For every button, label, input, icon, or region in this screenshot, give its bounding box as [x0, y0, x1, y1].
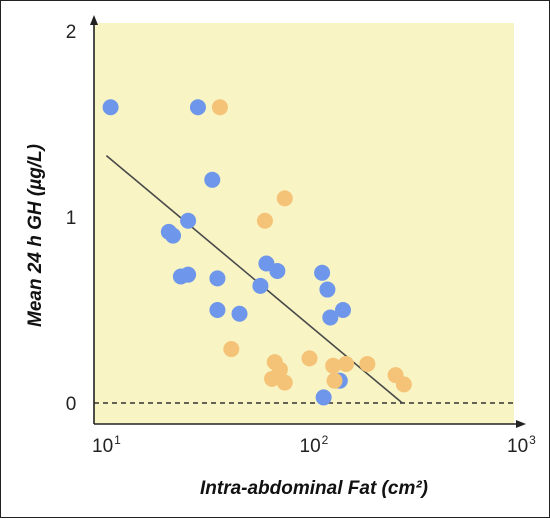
plot-marks — [94, 99, 514, 406]
data-point — [264, 370, 281, 387]
data-point — [209, 270, 226, 287]
data-point — [338, 355, 355, 372]
x-tick-label: 103 — [507, 433, 536, 457]
data-point — [276, 374, 293, 391]
data-point — [180, 212, 197, 229]
data-point — [395, 376, 412, 393]
data-point — [252, 277, 269, 294]
data-point — [301, 350, 318, 367]
y-tick-label: 0 — [66, 394, 77, 415]
data-point — [209, 302, 226, 318]
data-point — [165, 227, 182, 244]
tick-labels: 0 1 2 101 102 103 — [66, 22, 536, 457]
data-point — [276, 190, 293, 207]
data-point — [322, 309, 339, 326]
y-tick-label: 2 — [66, 22, 77, 43]
data-point — [319, 281, 336, 298]
data-point — [314, 264, 331, 281]
data-point — [180, 266, 197, 283]
data-point — [211, 99, 228, 116]
data-point — [315, 389, 332, 406]
series-2 — [211, 99, 412, 393]
y-axis-arrow — [90, 15, 98, 25]
data-point — [102, 99, 119, 116]
y-tick-label: 1 — [66, 208, 77, 229]
data-point — [223, 341, 240, 358]
data-point — [326, 372, 343, 389]
data-point — [204, 171, 221, 188]
series-1 — [102, 99, 351, 406]
x-axis-title: Intra-abdominal Fat (cm²) — [200, 478, 428, 499]
data-point — [359, 355, 376, 372]
x-axis-arrow — [516, 420, 526, 428]
data-point — [256, 212, 273, 229]
y-axis-title: Mean 24 h GH (µg/L) — [25, 144, 46, 327]
x-tick-label: 101 — [92, 433, 121, 457]
data-point — [231, 305, 248, 322]
x-tick-label: 102 — [300, 433, 329, 457]
data-point — [269, 262, 286, 279]
axes — [90, 15, 526, 428]
data-point — [189, 99, 206, 116]
data-point — [334, 302, 351, 318]
data-point — [325, 357, 342, 374]
